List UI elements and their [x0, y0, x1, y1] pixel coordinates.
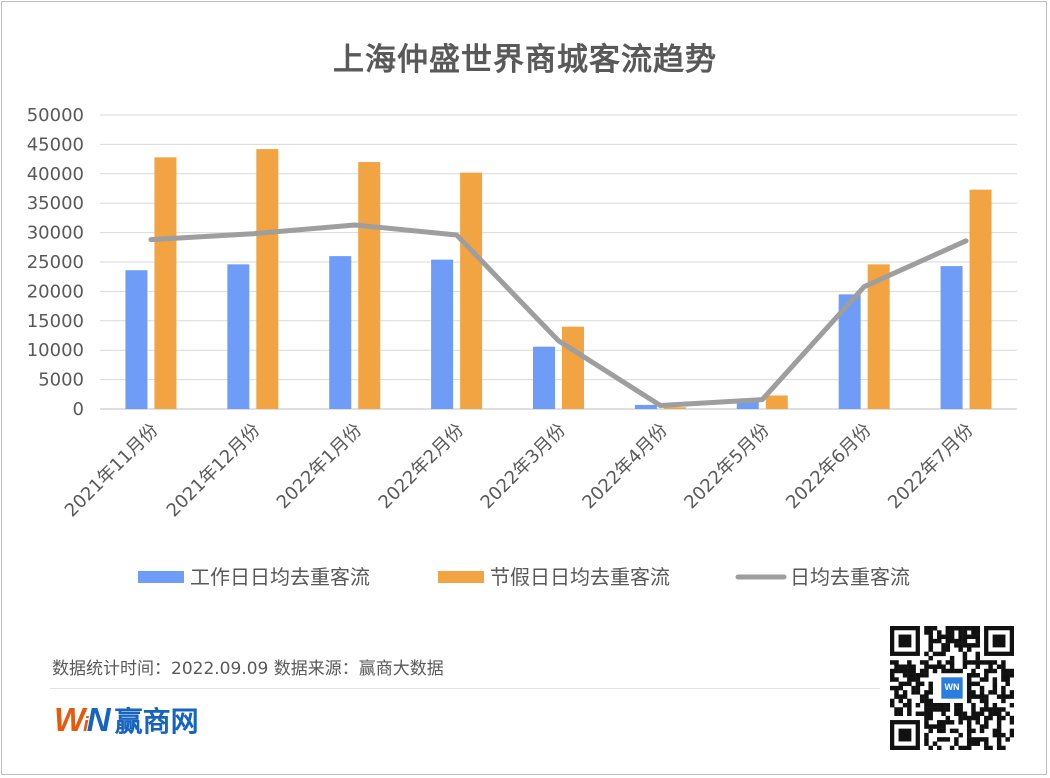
- bar-weekday: [838, 294, 861, 409]
- legend-swatch-bar: [138, 571, 184, 583]
- x-tick-label: 2021年11月份: [61, 420, 163, 522]
- x-tick-label: 2022年6月份: [782, 420, 876, 514]
- y-tick-label: 45000: [27, 134, 84, 155]
- x-tick-label: 2022年2月份: [375, 420, 469, 514]
- logo-text: 赢商网: [114, 705, 199, 738]
- footer-note: 数据统计时间：2022.09.09 数据来源：赢商大数据: [52, 659, 444, 679]
- x-tick-label: 2022年5月份: [680, 420, 774, 514]
- bar-weekday: [329, 256, 352, 409]
- y-tick-label: 15000: [27, 311, 84, 332]
- footer-divider: [50, 688, 880, 689]
- legend-label: 日均去重客流: [790, 565, 910, 589]
- chart-title: 上海仲盛世界商城客流趋势: [333, 42, 717, 78]
- y-tick-label: 20000: [27, 281, 84, 302]
- y-tick-label: 50000: [27, 105, 84, 126]
- x-tick-label: 2021年12月份: [163, 420, 265, 522]
- bar-holiday: [562, 326, 584, 409]
- legend-swatch-bar: [438, 571, 484, 583]
- bar-weekday: [736, 401, 759, 409]
- bar-holiday: [765, 395, 788, 409]
- bar-weekday: [431, 259, 454, 409]
- logo-mark: WiN: [54, 701, 111, 738]
- y-tick-label: 10000: [27, 340, 84, 361]
- y-tick-label: 35000: [27, 193, 84, 214]
- bar-weekday: [125, 270, 148, 409]
- bar-weekday: [533, 346, 555, 409]
- bar-weekday: [227, 264, 250, 409]
- y-tick-label: 30000: [27, 223, 84, 244]
- qr-code-image: WN: [890, 626, 1014, 750]
- bar-weekday: [634, 404, 657, 409]
- y-tick-label: 5000: [38, 370, 84, 391]
- y-tick-label: 40000: [27, 164, 84, 185]
- brand-logo: WiN 赢商网: [54, 700, 199, 740]
- y-tick-label: 25000: [27, 252, 84, 273]
- bar-weekday: [940, 266, 963, 409]
- svg-text:WN: WN: [945, 682, 960, 692]
- legend-label: 工作日日均去重客流: [190, 565, 370, 589]
- bar-holiday: [358, 162, 381, 409]
- bar-holiday: [663, 407, 686, 409]
- legend-label: 节假日日均去重客流: [490, 565, 670, 589]
- bar-holiday: [256, 149, 279, 409]
- bar-holiday: [969, 189, 992, 409]
- bar-holiday: [867, 264, 890, 409]
- y-tick-label: 0: [73, 399, 84, 420]
- x-tick-label: 2022年1月份: [273, 420, 367, 514]
- x-tick-label: 2022年7月份: [884, 420, 978, 514]
- bar-holiday: [460, 172, 483, 409]
- x-tick-label: 2022年4月份: [578, 420, 672, 514]
- bar-holiday: [154, 157, 177, 409]
- x-tick-label: 2022年3月份: [477, 420, 571, 514]
